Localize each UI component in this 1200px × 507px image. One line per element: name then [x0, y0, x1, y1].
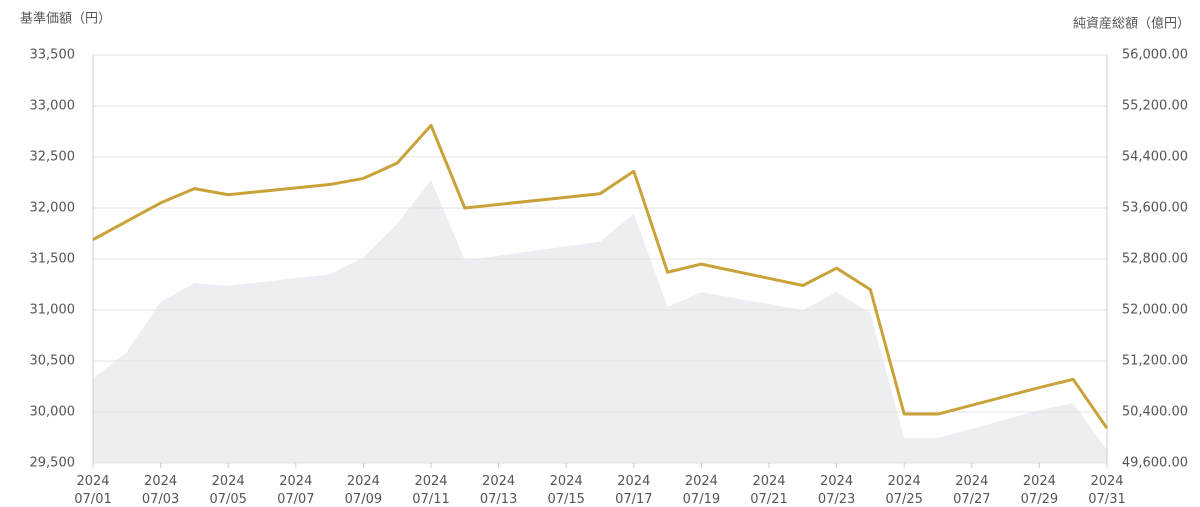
x-tick-date: 07/25: [885, 492, 922, 507]
x-tick-label: 2024 07/09: [345, 474, 382, 507]
x-tick-label: 2024 07/21: [750, 474, 787, 507]
x-tick-year: 2024: [888, 474, 921, 489]
x-tick-label: 2024 07/23: [818, 474, 855, 507]
x-tick-year: 2024: [76, 474, 109, 489]
x-tick-date: 07/01: [74, 492, 111, 507]
x-tick-date: 07/31: [1088, 492, 1125, 507]
x-tick-date: 07/29: [1021, 492, 1058, 507]
y-tick-label: 31,500: [30, 252, 76, 267]
x-tick-date: 07/07: [277, 492, 314, 507]
x-tick-label: 2024 07/19: [683, 474, 720, 507]
x-tick-label: 2024 07/01: [74, 474, 111, 507]
x-tick-date: 07/03: [142, 492, 179, 507]
y-tick-label: 32,500: [30, 150, 76, 165]
x-tick-label: 2024 07/31: [1088, 474, 1125, 507]
x-tick-date: 07/27: [953, 492, 990, 507]
y2-tick-label: 53,600.00: [1122, 201, 1188, 216]
y-axis-title: 基準価額（円）: [20, 11, 111, 27]
x-tick-label: 2024 07/29: [1021, 474, 1058, 507]
y2-tick-label: 55,200.00: [1122, 99, 1188, 114]
y-tick-label: 31,000: [30, 303, 76, 318]
area: [93, 179, 1107, 463]
x-tick-year: 2024: [1023, 474, 1056, 489]
x-tick-year: 2024: [414, 474, 447, 489]
x-tick-year: 2024: [1090, 474, 1123, 489]
x-tick-date: 07/17: [615, 492, 652, 507]
y2-tick-label: 49,600.00: [1122, 456, 1188, 471]
y2-tick-label: 54,400.00: [1122, 150, 1188, 165]
y-tick-label: 33,000: [30, 99, 76, 114]
x-tick-date: 07/19: [683, 492, 720, 507]
x-tick-date: 07/21: [750, 492, 787, 507]
y-tick-label: 32,000: [30, 201, 76, 216]
x-tick-label: 2024 07/05: [209, 474, 246, 507]
y2-tick-label: 56,000.00: [1122, 48, 1188, 63]
x-tick-label: 2024 07/13: [480, 474, 517, 507]
x-tick-label: 2024 07/03: [142, 474, 179, 507]
x-tick-year: 2024: [550, 474, 583, 489]
x-tick-date: 07/23: [818, 492, 855, 507]
x-tick-label: 2024 07/27: [953, 474, 990, 507]
x-tick-label: 2024 07/07: [277, 474, 314, 507]
x-tick-year: 2024: [144, 474, 177, 489]
x-tick-year: 2024: [820, 474, 853, 489]
x-tick-date: 07/13: [480, 492, 517, 507]
x-tick-date: 07/11: [412, 492, 449, 507]
y-tick-label: 30,000: [30, 405, 76, 420]
x-tick-year: 2024: [752, 474, 785, 489]
x-tick-label: 2024 07/25: [885, 474, 922, 507]
x-tick-date: 07/05: [209, 492, 246, 507]
x-tick-label: 2024 07/11: [412, 474, 449, 507]
x-tick-label: 2024 07/17: [615, 474, 652, 507]
x-tick-year: 2024: [482, 474, 515, 489]
y-tick-label: 30,500: [30, 354, 76, 369]
x-tick-year: 2024: [955, 474, 988, 489]
x-tick-year: 2024: [347, 474, 380, 489]
line: [92, 123, 1109, 430]
y-tick-label: 29,500: [30, 456, 76, 471]
x-tick-year: 2024: [279, 474, 312, 489]
x-tick-year: 2024: [617, 474, 650, 489]
x-tick-year: 2024: [685, 474, 718, 489]
y2-tick-label: 51,200.00: [1122, 354, 1188, 369]
y2-tick-label: 52,800.00: [1122, 252, 1188, 267]
x-tick-date: 07/09: [345, 492, 382, 507]
x-tick-label: 2024 07/15: [547, 474, 584, 507]
x-tick-date: 07/15: [547, 492, 584, 507]
y2-tick-label: 50,400.00: [1122, 405, 1188, 420]
x-tick-year: 2024: [212, 474, 245, 489]
y2-axis-title: 純資産総額（億円）: [1073, 16, 1190, 32]
y-tick-label: 33,500: [30, 48, 76, 63]
y2-tick-label: 52,000.00: [1122, 303, 1188, 318]
